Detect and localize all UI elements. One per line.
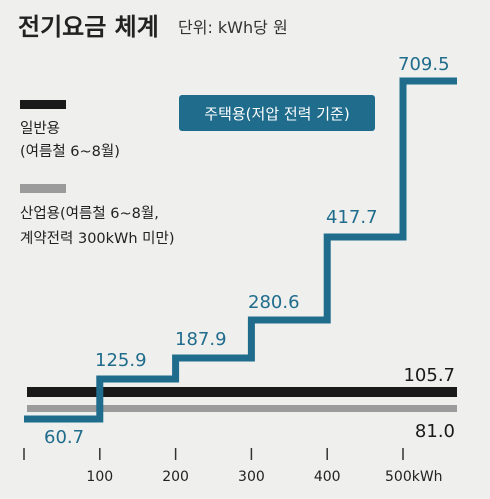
- residential-label: 주택용(저압 전력 기준): [204, 105, 349, 123]
- x-tick-label-500: 500kWh: [385, 469, 443, 485]
- residential-label-box: [179, 95, 375, 131]
- legend-swatch-industrial: [20, 184, 66, 193]
- step-label-6: 709.5: [398, 54, 450, 75]
- x-tick-label-400: 400: [314, 469, 341, 485]
- x-axis: 100 200 300 400 500kWh: [23, 448, 443, 485]
- chart-title: 전기요금 체계: [18, 13, 159, 41]
- industrial-rate-bar: [27, 405, 457, 412]
- step-label-1: 60.7: [44, 427, 84, 448]
- legend-label-industrial: 산업용(여름철 6~8월,: [20, 205, 159, 222]
- x-tick-label-100: 100: [86, 469, 113, 485]
- general-rate-label: 105.7: [403, 365, 455, 386]
- x-tick-label-200: 200: [162, 469, 189, 485]
- residential-step-line: [24, 77, 457, 423]
- chart-subtitle: 단위: kWh당 원: [178, 18, 288, 37]
- general-rate-bar: [27, 387, 457, 397]
- legend-swatch-general: [20, 100, 66, 109]
- industrial-rate-label: 81.0: [415, 421, 455, 442]
- step-label-3: 187.9: [175, 329, 227, 350]
- step-label-2: 125.9: [95, 350, 147, 371]
- step-label-4: 280.6: [248, 292, 300, 313]
- step-label-5: 417.7: [326, 207, 378, 228]
- legend-detail-industrial: 계약전력 300kWh 미만): [20, 230, 175, 247]
- x-tick-label-300: 300: [238, 469, 265, 485]
- legend-detail-general: (여름철 6~8월): [20, 143, 120, 160]
- legend-label-general: 일반용: [20, 120, 60, 137]
